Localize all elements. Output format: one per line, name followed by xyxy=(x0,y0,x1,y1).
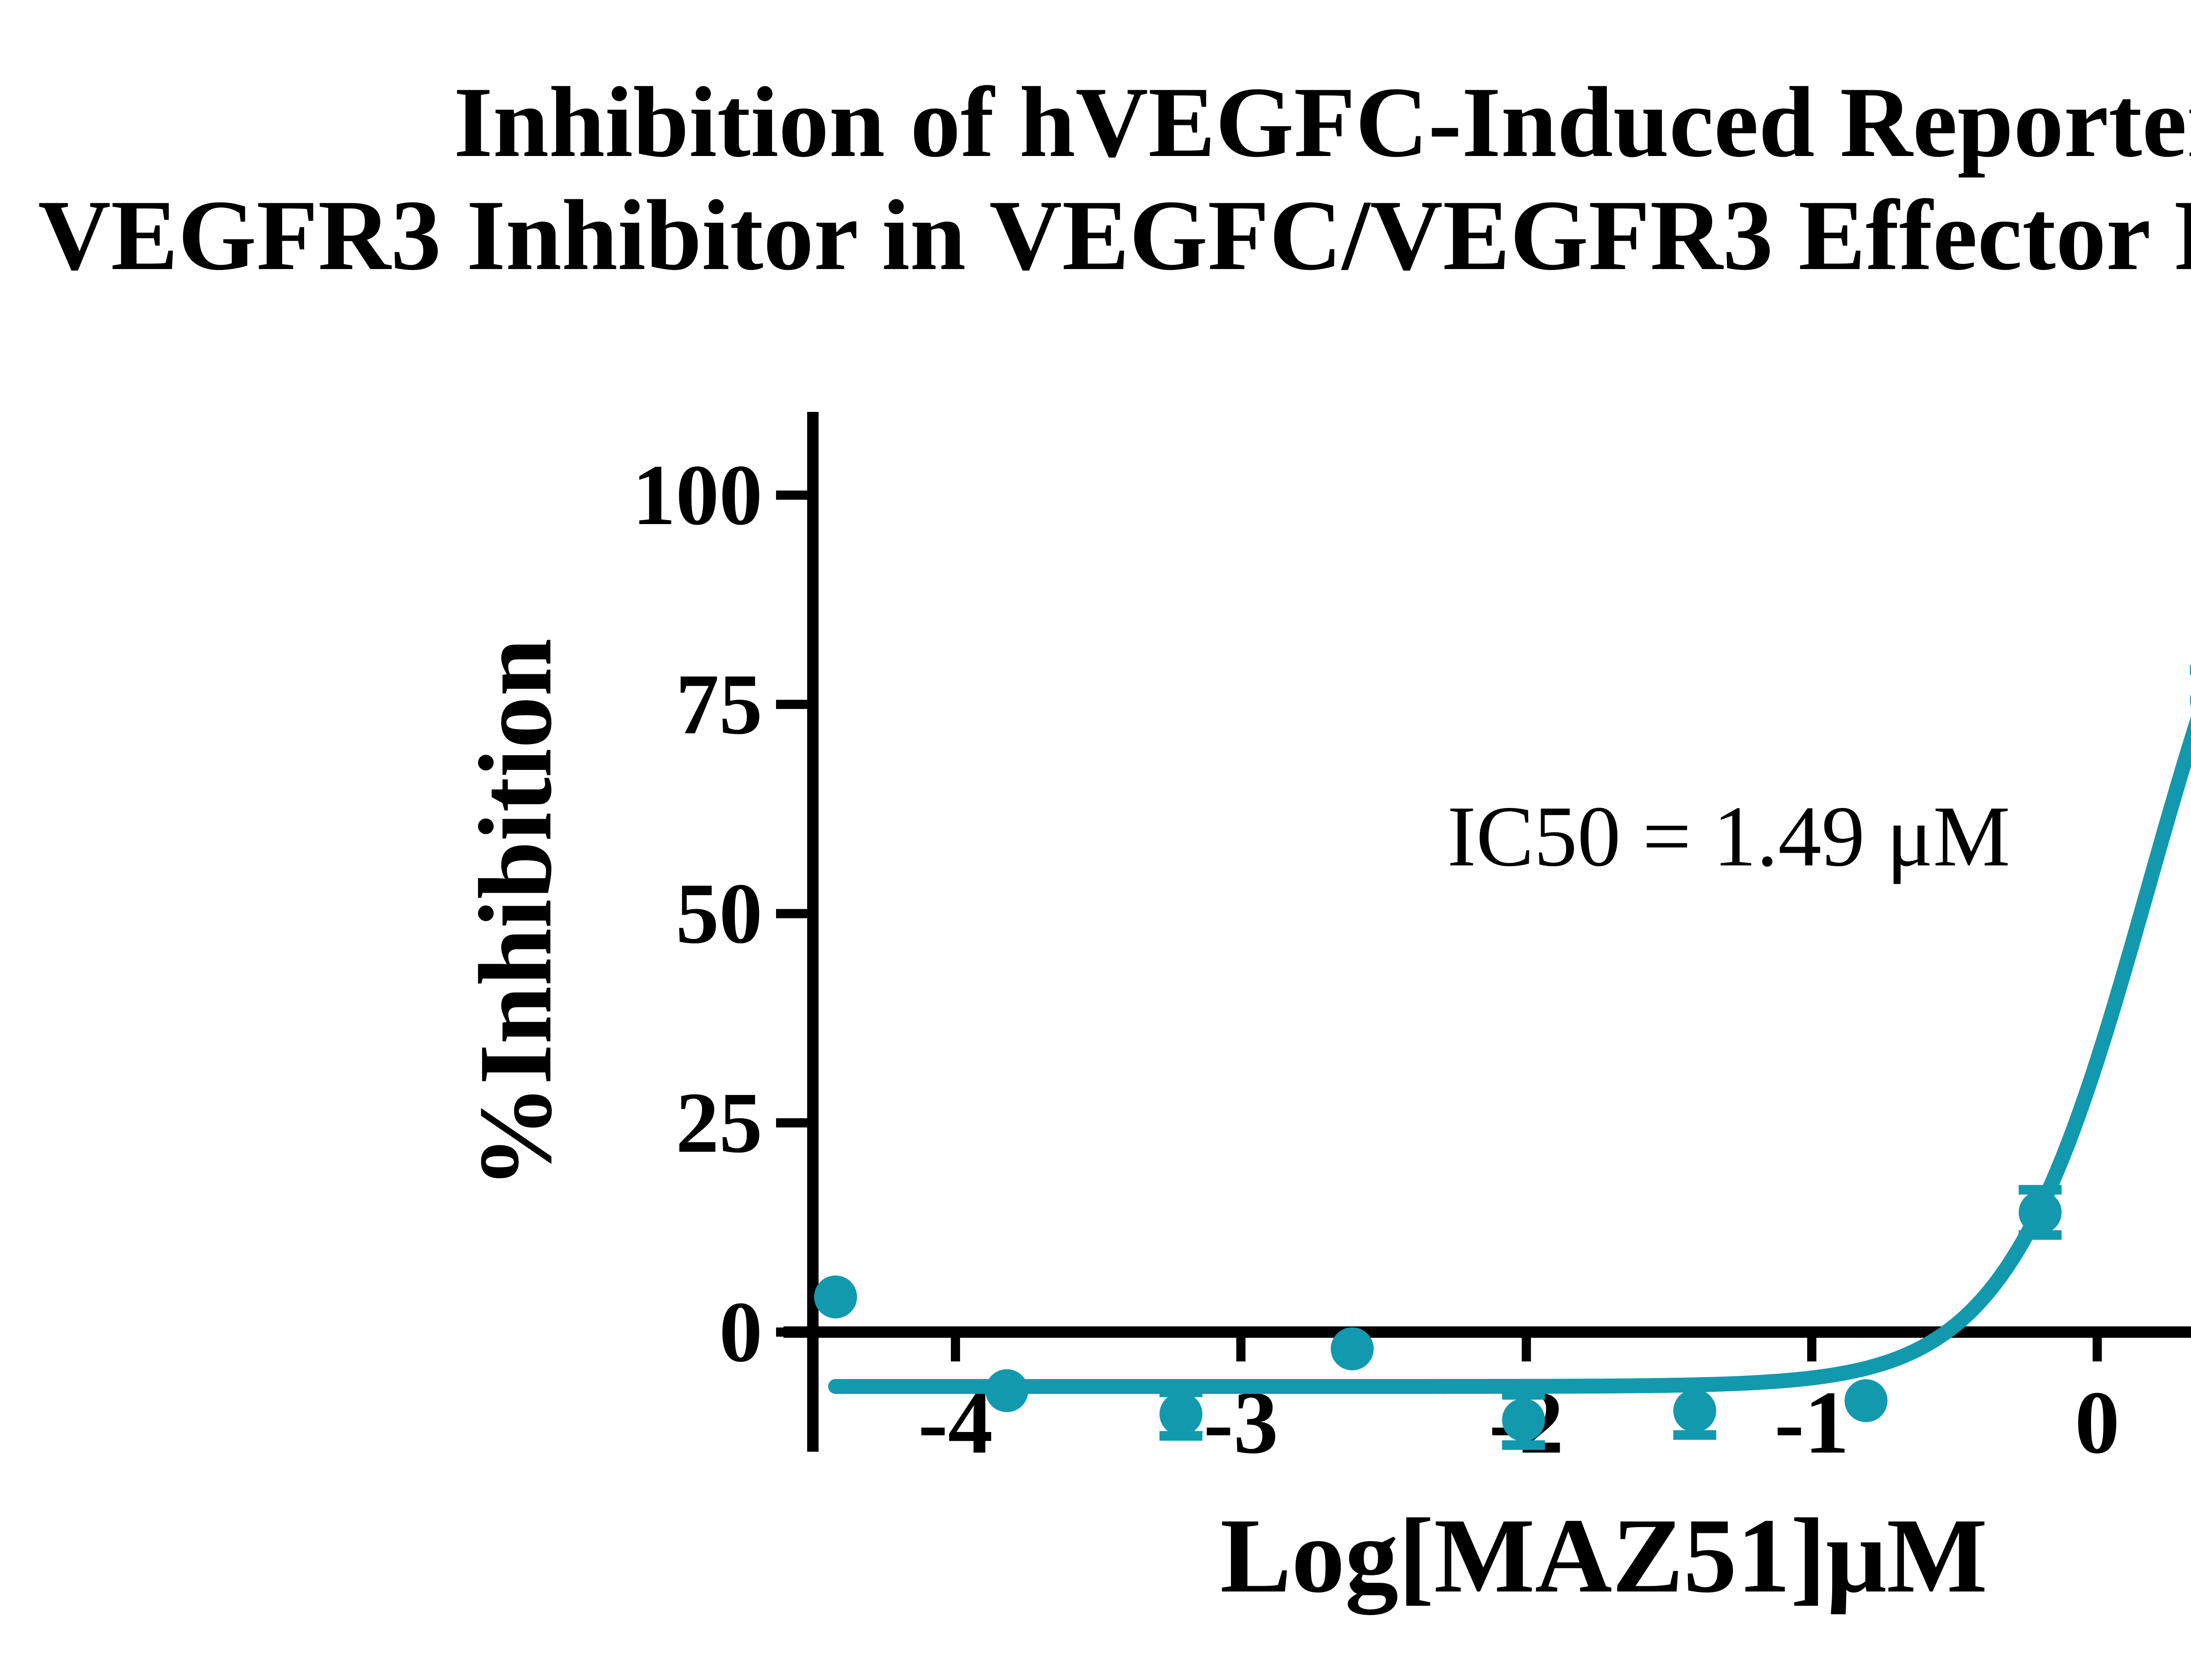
data-points xyxy=(814,693,2191,1442)
y-tick-label: 100 xyxy=(632,447,762,543)
x-tick-label: 0 xyxy=(2075,1373,2120,1472)
data-point-marker xyxy=(985,1369,1028,1412)
y-axis-title: %Inhibition xyxy=(458,638,573,1189)
fit-curve xyxy=(828,716,2191,1394)
data-point-marker xyxy=(814,1275,857,1318)
data-point-marker xyxy=(1330,1327,1374,1371)
data-point-marker xyxy=(1844,1379,1888,1422)
x-tick-label: -1 xyxy=(1774,1373,1849,1472)
data-point-marker xyxy=(1673,1389,1716,1432)
y-tick-label: 0 xyxy=(719,1284,762,1380)
data-point-marker xyxy=(1502,1398,1545,1442)
y-tick-label: 25 xyxy=(676,1075,762,1171)
y-tick-label: 75 xyxy=(676,656,762,752)
ic50-annotation: IC50 = 1.49 μM xyxy=(1447,788,2010,884)
y-axis: 0 25 50 75 100 %Inhibition xyxy=(458,412,819,1452)
data-point-marker xyxy=(1159,1393,1203,1436)
chart-title-line1: Inhibition of hVEGFC-Induced Reporter Ac… xyxy=(454,66,2191,178)
x-axis: -4-3-2-101Log[MAZ51]μM xyxy=(784,1326,2191,1615)
y-tick-label: 50 xyxy=(676,865,762,961)
chart-title: Inhibition of hVEGFC-Induced Reporter Ac… xyxy=(0,66,2191,291)
chart-title-line2: VEGFR3 Inhibitor in VEGFC/VEGFR3 Effecto… xyxy=(38,179,2191,291)
data-point-marker xyxy=(2190,693,2191,707)
data-point-marker xyxy=(2018,1191,2062,1234)
x-axis-title: Log[MAZ51]μM xyxy=(1220,1496,1987,1615)
